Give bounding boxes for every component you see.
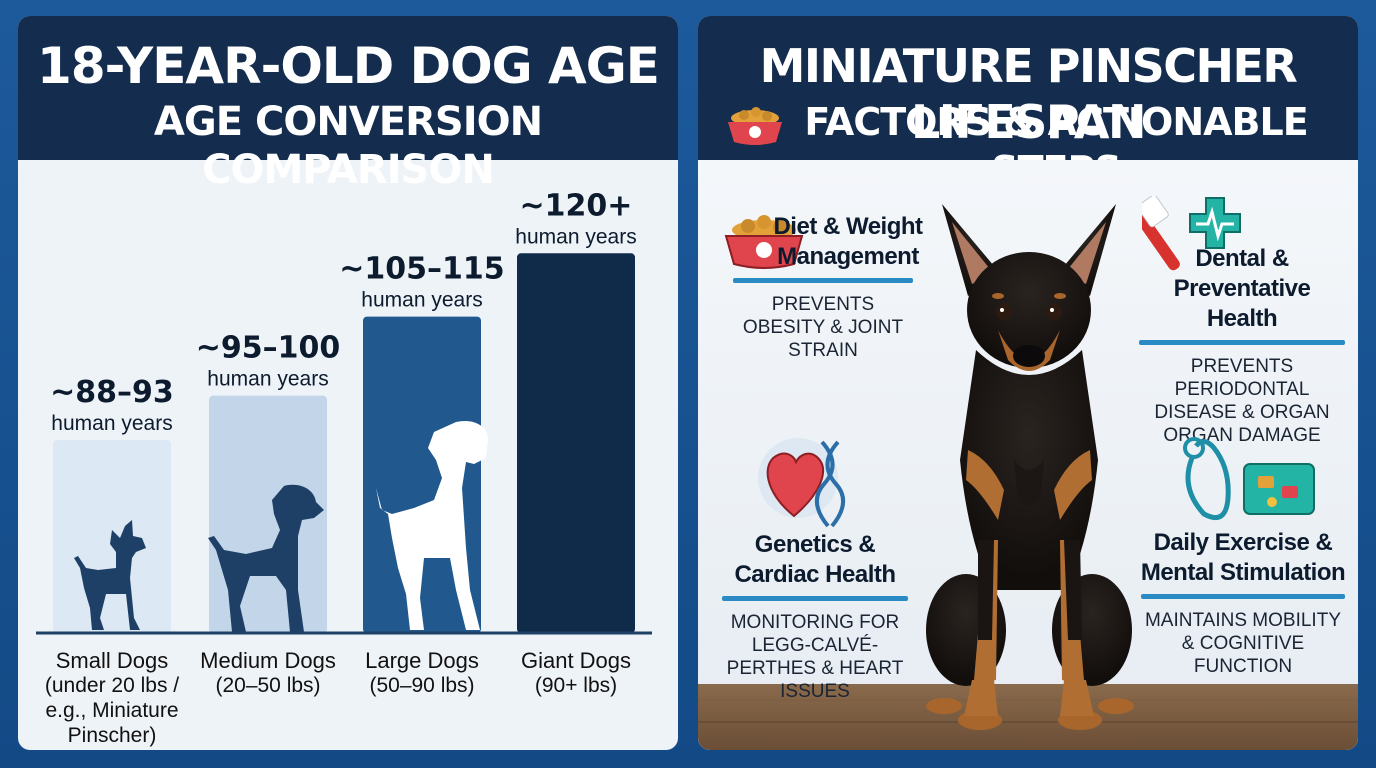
category-name-large: Large Dogs <box>365 648 479 673</box>
category-label-medium: Medium Dogs (20–50 lbs) <box>188 648 348 698</box>
factor-genetics-desc: MONITORING FOR LEGG-CALVÉ-PERTHES & HEAR… <box>726 612 904 702</box>
category-label-small: Small Dogs (under 20 lbs / e.g., Miniatur… <box>32 648 192 748</box>
miniature-pinscher-dog <box>926 204 1134 730</box>
factor-genetics-divider <box>722 596 908 601</box>
bar-unit-label-medium: human years <box>207 368 328 391</box>
factor-dental-title: Dental & Preventative Health <box>1173 245 1311 332</box>
lifespan-title: MINIATURE PINSCHER LIFESPAN <box>759 39 1298 149</box>
factor-dental: Dental & Preventative Health PREVENTS PE… <box>1136 244 1348 447</box>
factor-exercise: Daily Exercise & Mental Stimulation MAIN… <box>1138 528 1348 678</box>
age-comparison-panel: 18-YEAR-OLD DOG AGE AGE CONVERSION COMPA… <box>18 16 678 750</box>
factor-diet-desc: PREVENTS OBESITY & JOINT STRAIN <box>742 294 904 361</box>
bar-value-label-small: ~88–93 <box>50 375 174 410</box>
bar-giant-dogs <box>517 253 635 633</box>
category-name-small: Small Dogs <box>55 648 169 673</box>
category-detail-giant: (90+ lbs) <box>534 674 618 697</box>
age-comparison-header: 18-YEAR-OLD DOG AGE AGE CONVERSION COMPA… <box>18 16 678 193</box>
food-bowl-icon <box>724 215 804 269</box>
bar-value-label-large: ~105–115 <box>339 252 504 287</box>
toothbrush-medical-cross-icon <box>1142 196 1241 271</box>
page-subtitle: AGE CONVERSION COMPARISON <box>153 99 543 193</box>
heart-dna-icon <box>758 438 845 528</box>
factor-diet: Diet & Weight Management PREVENTS OBESIT… <box>728 212 923 362</box>
bar-unit-label-large: human years <box>361 289 482 312</box>
factor-diet-divider <box>733 278 913 283</box>
category-label-giant: Giant Dogs (90+ lbs) <box>496 648 656 698</box>
factor-exercise-desc: MAINTAINS MOBILITY & COGNITIVE FUNCTION <box>1144 610 1341 677</box>
category-label-large: Large Dogs (50–90 lbs) <box>342 648 502 698</box>
bar-value-label-giant: ~120+ <box>520 188 633 223</box>
large-dog-silhouette-icon <box>376 420 488 630</box>
factor-diet-title: Diet & Weight Management <box>773 213 923 270</box>
page-title: 18-YEAR-OLD DOG AGE <box>37 37 660 95</box>
bar-unit-label-small: human years <box>51 412 172 435</box>
lifespan-factors-panel: MINIATURE PINSCHER LIFESPAN FACTORS & AC… <box>698 16 1358 750</box>
small-dog-silhouette-icon <box>74 520 146 630</box>
bar-unit-label-giant: human years <box>515 225 636 248</box>
factor-genetics-title: Genetics & Cardiac Health <box>734 531 896 588</box>
lifespan-factors-header: MINIATURE PINSCHER LIFESPAN FACTORS & AC… <box>698 16 1358 192</box>
category-detail-medium: (20–50 lbs) <box>215 674 321 697</box>
category-name-giant: Giant Dogs <box>520 648 632 673</box>
category-detail-large: (50–90 lbs) <box>369 674 475 697</box>
category-detail-small: (under 20 lbs / e.g., Miniature Pinscher… <box>44 674 180 747</box>
food-bowl-icon <box>728 107 782 145</box>
factor-exercise-title: Daily Exercise & Mental Stimulation <box>1140 529 1346 586</box>
factor-exercise-divider <box>1141 594 1345 599</box>
factor-dental-divider <box>1139 340 1345 345</box>
factor-genetics: Genetics & Cardiac Health MONITORING FOR… <box>722 530 908 703</box>
medium-dog-silhouette-icon <box>208 484 324 632</box>
leash-puzzle-toy-icon <box>1183 437 1315 520</box>
bar-value-label-medium: ~95–100 <box>196 331 341 366</box>
category-name-medium: Medium Dogs <box>200 648 336 673</box>
